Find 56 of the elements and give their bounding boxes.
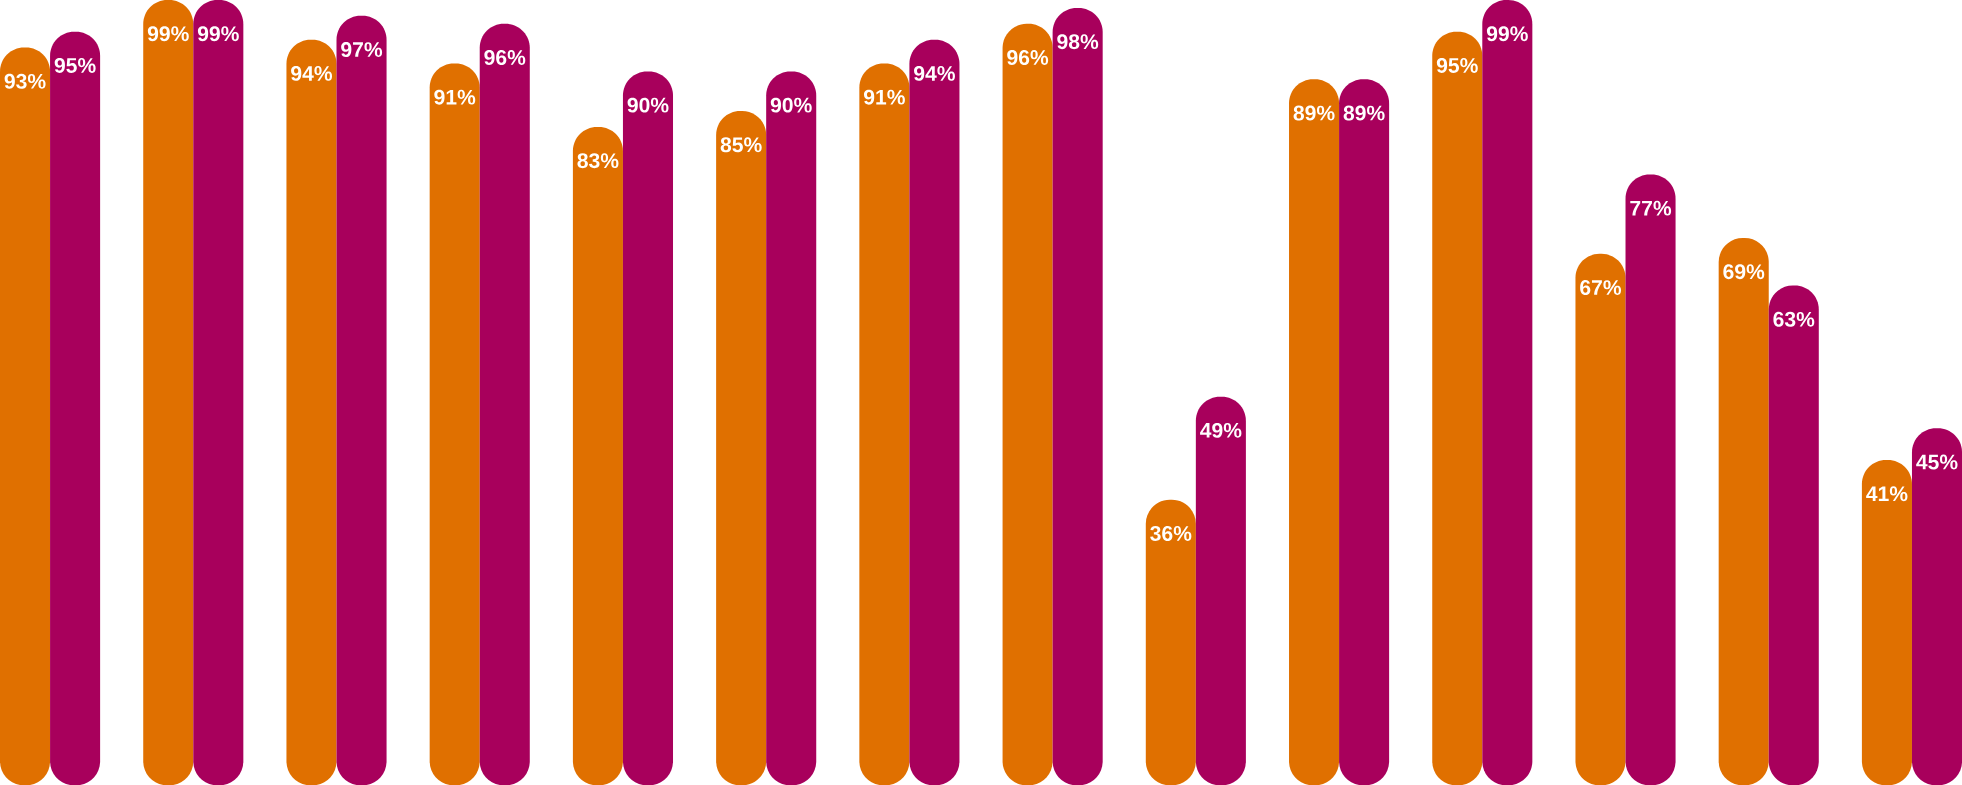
data-label: 45% (1916, 454, 1958, 470)
data-label: 96% (1007, 49, 1049, 65)
bar (1718, 237, 1769, 785)
data-label: 91% (863, 89, 905, 105)
bar (1911, 428, 1962, 785)
bar (909, 39, 960, 785)
data-label: 95% (1436, 57, 1478, 73)
bar (143, 0, 194, 785)
data-label: 67% (1580, 279, 1622, 295)
bar (622, 71, 674, 785)
data-label: 90% (627, 97, 669, 113)
bar (336, 15, 387, 785)
data-label: 94% (914, 65, 955, 81)
bar (1861, 459, 1912, 785)
bar (1339, 79, 1390, 785)
bar (1289, 79, 1340, 785)
data-label: 94% (291, 65, 333, 81)
bar (1768, 285, 1819, 785)
bar (479, 23, 530, 785)
bar (1625, 174, 1676, 785)
data-label: 36% (1150, 525, 1192, 541)
data-label: 41% (1866, 486, 1908, 502)
data-label: 69% (1723, 264, 1765, 280)
data-label: 96% (484, 49, 526, 65)
bar (193, 0, 244, 785)
bar (429, 63, 480, 785)
data-label: 98% (1057, 34, 1099, 49)
bar (50, 31, 101, 785)
data-label: 90% (770, 97, 812, 113)
bar (1145, 499, 1196, 785)
bar (1575, 253, 1626, 785)
bar (859, 63, 910, 785)
data-label: 97% (341, 41, 383, 57)
data-label: 89% (1343, 105, 1385, 121)
data-label: 83% (577, 153, 619, 168)
data-label: 99% (147, 26, 189, 42)
data-label: 99% (1486, 26, 1528, 42)
bar (1195, 396, 1246, 785)
bar (1002, 23, 1053, 785)
data-label: 49% (1200, 422, 1242, 438)
bar (572, 126, 623, 785)
data-label: 91% (434, 89, 476, 105)
bar (766, 71, 817, 785)
bar (1432, 31, 1483, 785)
bar (0, 47, 51, 785)
bar (1482, 0, 1533, 785)
bar (1052, 7, 1103, 785)
data-label: 95% (54, 57, 96, 73)
data-label: 85% (720, 137, 762, 153)
data-label: 93% (4, 73, 46, 89)
bar (716, 110, 767, 785)
data-label: 63% (1773, 311, 1815, 327)
data-label: 99% (197, 26, 239, 42)
data-label: 89% (1293, 105, 1335, 121)
data-label: 77% (1630, 200, 1672, 216)
bar (286, 39, 337, 785)
